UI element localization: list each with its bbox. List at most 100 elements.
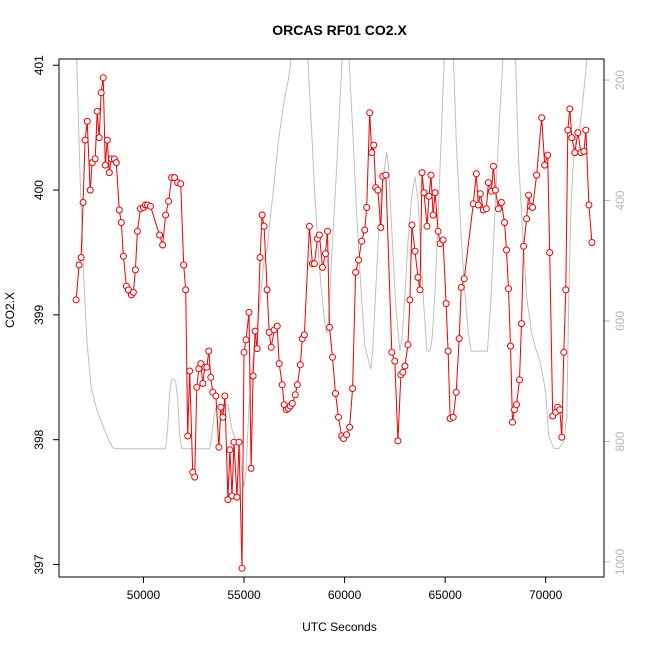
co2-segment <box>248 312 252 469</box>
co2-point <box>72 296 80 304</box>
co2-segment <box>332 357 336 394</box>
co2-segment <box>385 175 393 353</box>
co2-segment <box>455 338 460 393</box>
co2-segment <box>485 182 489 209</box>
co2-point <box>352 268 360 276</box>
co2-point <box>411 247 419 255</box>
co2-point <box>346 423 354 431</box>
co2-point <box>523 215 531 223</box>
co2-point <box>388 348 396 356</box>
y2-tick-label: 800 <box>613 431 627 451</box>
co2-segment <box>227 449 231 500</box>
co2-point <box>460 275 468 283</box>
co2-segment <box>521 246 525 324</box>
co2-point <box>300 331 308 339</box>
x-tick-label: 70000 <box>529 588 563 602</box>
co2-point <box>226 446 234 454</box>
co2-point <box>240 348 248 356</box>
y-tick-label: 398 <box>32 429 46 449</box>
co2-point <box>293 381 301 389</box>
chart-title: ORCAS RF01 CO2.X <box>272 22 407 38</box>
co2-point <box>560 348 568 356</box>
co2-point <box>431 189 439 197</box>
co2-segment <box>136 208 141 232</box>
co2-segment <box>238 442 243 569</box>
co2-segment <box>452 392 457 418</box>
co2-segment <box>490 166 494 192</box>
co2-point <box>571 149 579 157</box>
co2-point <box>406 296 414 304</box>
co2-point <box>332 390 339 397</box>
co2-point <box>564 126 572 134</box>
co2-segment <box>308 226 313 264</box>
co2-point <box>518 320 525 328</box>
co2-point <box>484 179 492 187</box>
co2-point <box>507 342 514 350</box>
co2-point <box>238 564 246 572</box>
co2-point <box>273 322 281 330</box>
co2-point <box>258 211 266 219</box>
co2-point <box>207 373 215 381</box>
co2-point <box>509 418 516 426</box>
co2-point <box>235 438 243 446</box>
secondary-series-line <box>76 59 588 487</box>
co2-point <box>541 161 549 169</box>
co2-segment <box>434 192 439 232</box>
co2-point <box>442 300 450 308</box>
y2-tick-label: 600 <box>613 311 627 331</box>
co2-point <box>147 202 154 210</box>
co2-point <box>184 432 192 440</box>
co2-point <box>455 335 463 343</box>
co2-segment <box>299 338 303 365</box>
co2-segment <box>442 239 447 304</box>
co2-segment <box>250 375 254 469</box>
co2-segment <box>567 108 571 131</box>
co2-segment <box>241 352 245 569</box>
co2-point <box>404 341 412 349</box>
co2-point <box>233 493 241 501</box>
co2-point <box>562 286 570 294</box>
co2-segment <box>377 190 382 228</box>
co2-point <box>580 147 588 155</box>
co2-point <box>377 224 385 231</box>
co2-point <box>472 170 480 178</box>
co2-point <box>513 401 520 409</box>
co2-point <box>439 236 447 244</box>
co2-segment <box>585 130 590 206</box>
co2-segment <box>96 111 100 138</box>
co2-point <box>503 246 510 254</box>
co2-segment <box>588 204 593 243</box>
co2-segment <box>411 224 416 252</box>
co2-point <box>245 308 253 316</box>
co2-point <box>191 473 199 481</box>
co2-segment <box>115 162 120 211</box>
co2-segment <box>194 387 198 478</box>
co2-segment <box>229 449 233 496</box>
co2-segment <box>233 442 238 498</box>
co2-segment <box>236 442 240 498</box>
co2-point <box>363 204 371 211</box>
co2-point <box>505 285 512 293</box>
co2-point <box>482 205 490 213</box>
co2-segment <box>541 117 546 166</box>
co2-point <box>582 126 590 134</box>
co2-point <box>324 227 331 235</box>
co2-segment <box>162 214 167 246</box>
co2-point <box>267 343 275 351</box>
co2-point <box>291 391 299 399</box>
co2-segment <box>208 351 212 378</box>
co2-point <box>93 107 101 115</box>
co2-point <box>119 252 127 260</box>
co2-point <box>162 211 170 219</box>
co2-point <box>489 162 497 170</box>
co2-point <box>497 199 505 206</box>
x-tick-label: 55000 <box>227 588 261 602</box>
co2-segment <box>404 344 409 367</box>
co2-point <box>288 400 296 407</box>
co2-point <box>203 363 211 371</box>
co2-point <box>159 241 167 249</box>
co2-point <box>260 222 268 230</box>
co2-segment <box>122 256 127 287</box>
co2-segment <box>409 224 413 300</box>
co2-point <box>355 256 363 264</box>
